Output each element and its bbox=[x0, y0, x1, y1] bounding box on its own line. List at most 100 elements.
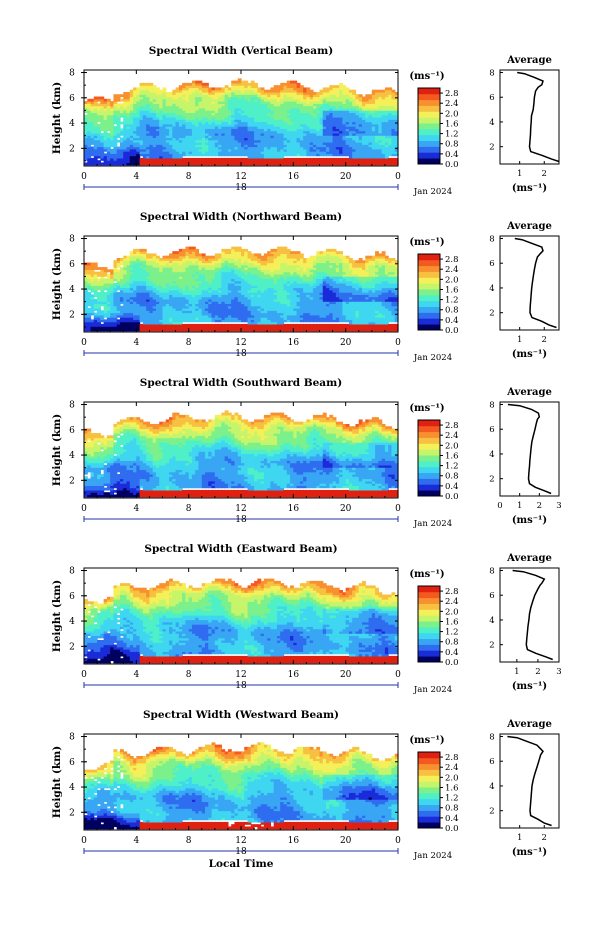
heatmap-cell bbox=[388, 162, 393, 166]
heatmap-cell bbox=[326, 142, 330, 145]
heatmap-cell bbox=[139, 162, 144, 166]
heatmap-cell bbox=[250, 126, 255, 129]
heatmap-cell bbox=[303, 121, 308, 125]
heatmap-cell bbox=[93, 121, 98, 125]
heatmap-cell bbox=[319, 139, 324, 143]
heatmap-cell bbox=[142, 103, 147, 107]
heatmap-cell bbox=[254, 82, 258, 86]
heatmap-cell bbox=[152, 137, 157, 141]
heatmap-cell bbox=[84, 323, 88, 327]
heatmap-cell bbox=[280, 85, 285, 89]
profile-y-tick-label: 6 bbox=[489, 93, 494, 103]
heatmap-cell bbox=[326, 91, 330, 95]
heatmap-cell bbox=[87, 271, 92, 275]
heatmap-cell bbox=[335, 162, 340, 166]
heatmap-cell bbox=[378, 89, 383, 93]
heatmap-cell bbox=[139, 139, 144, 143]
heatmap-cell bbox=[283, 157, 288, 161]
heatmap-cell bbox=[378, 116, 383, 120]
heatmap-cell bbox=[142, 128, 147, 132]
heatmap-cell bbox=[84, 328, 88, 332]
heatmap-cell bbox=[205, 157, 209, 161]
heatmap-cell bbox=[273, 146, 278, 150]
heatmap-cell bbox=[178, 87, 183, 91]
heatmap-cell bbox=[208, 103, 213, 107]
heatmap-cell bbox=[260, 130, 265, 134]
heatmap-cell bbox=[368, 107, 373, 111]
heatmap-cell bbox=[312, 112, 317, 116]
heatmap-cell bbox=[293, 151, 298, 154]
heatmap-cell bbox=[342, 98, 347, 102]
heatmap-cell bbox=[326, 89, 330, 93]
heatmap-cell bbox=[234, 119, 239, 123]
heatmap-cell bbox=[198, 153, 203, 157]
heatmap-cell bbox=[195, 135, 200, 139]
heatmap-cell bbox=[185, 135, 190, 139]
heatmap-cell bbox=[231, 130, 236, 134]
heatmap-cell bbox=[87, 317, 92, 320]
heatmap-cell bbox=[123, 107, 128, 111]
heatmap-cell bbox=[142, 105, 147, 109]
heatmap-cell bbox=[365, 94, 370, 98]
heatmap-cell bbox=[355, 142, 360, 145]
heatmap-cell bbox=[362, 142, 366, 145]
heatmap-cell bbox=[270, 126, 275, 129]
heatmap-cell bbox=[106, 135, 111, 139]
heatmap-cell bbox=[142, 96, 147, 100]
heatmap-cell bbox=[231, 101, 236, 104]
heatmap-cell bbox=[388, 101, 393, 104]
heatmap-cell bbox=[293, 94, 298, 98]
heatmap-cell bbox=[378, 130, 383, 134]
heatmap-cell bbox=[345, 105, 350, 109]
heatmap-cell bbox=[329, 128, 334, 132]
heatmap-cell bbox=[97, 114, 101, 118]
heatmap-cell bbox=[191, 116, 196, 120]
heatmap-cell bbox=[270, 96, 275, 100]
heatmap-cell bbox=[175, 89, 180, 93]
heatmap-cell bbox=[155, 94, 160, 98]
heatmap-cell bbox=[136, 160, 141, 164]
heatmap-cell bbox=[237, 116, 242, 120]
heatmap-cell bbox=[172, 112, 177, 116]
heatmap-cell bbox=[296, 148, 301, 152]
heatmap-cell bbox=[388, 130, 393, 134]
heatmap-cell bbox=[87, 276, 92, 280]
heatmap-cell bbox=[185, 160, 190, 164]
heatmap-cell bbox=[172, 119, 177, 123]
heatmap-cell bbox=[378, 128, 383, 132]
heatmap-cell bbox=[391, 123, 396, 127]
heatmap-cell bbox=[381, 119, 386, 123]
heatmap-cell bbox=[247, 98, 252, 102]
heatmap-cell bbox=[312, 101, 317, 104]
heatmap-cell bbox=[106, 121, 111, 125]
heatmap-cell bbox=[348, 94, 353, 98]
heatmap-cell bbox=[100, 126, 105, 129]
heatmap-cell bbox=[205, 89, 209, 93]
heatmap-cell bbox=[241, 130, 245, 134]
heatmap-cell bbox=[126, 157, 131, 161]
heatmap-cell bbox=[155, 139, 160, 143]
heatmap-cell bbox=[322, 116, 327, 120]
heatmap-cell bbox=[182, 91, 186, 95]
heatmap-cell bbox=[381, 130, 386, 134]
heatmap-cell bbox=[273, 157, 278, 161]
heatmap-cell bbox=[195, 89, 200, 93]
heatmap-cell bbox=[250, 82, 255, 86]
heatmap-cell bbox=[332, 112, 337, 116]
heatmap-cell bbox=[280, 119, 285, 123]
heatmap-cell bbox=[345, 128, 350, 132]
heatmap-cell bbox=[247, 160, 252, 164]
heatmap-cell bbox=[276, 112, 281, 116]
heatmap-cell bbox=[93, 326, 98, 330]
heatmap-cell bbox=[159, 121, 164, 125]
heatmap-cell bbox=[352, 142, 357, 145]
heatmap-cell bbox=[247, 153, 252, 157]
heatmap-cell bbox=[267, 98, 272, 102]
heatmap-cell bbox=[93, 110, 98, 114]
heatmap-cell bbox=[100, 98, 105, 102]
heatmap-cell bbox=[312, 110, 317, 114]
heatmap-cell bbox=[388, 112, 393, 116]
heatmap-cell bbox=[136, 105, 141, 109]
heatmap-cell bbox=[257, 160, 262, 164]
heatmap-cell bbox=[221, 105, 226, 109]
